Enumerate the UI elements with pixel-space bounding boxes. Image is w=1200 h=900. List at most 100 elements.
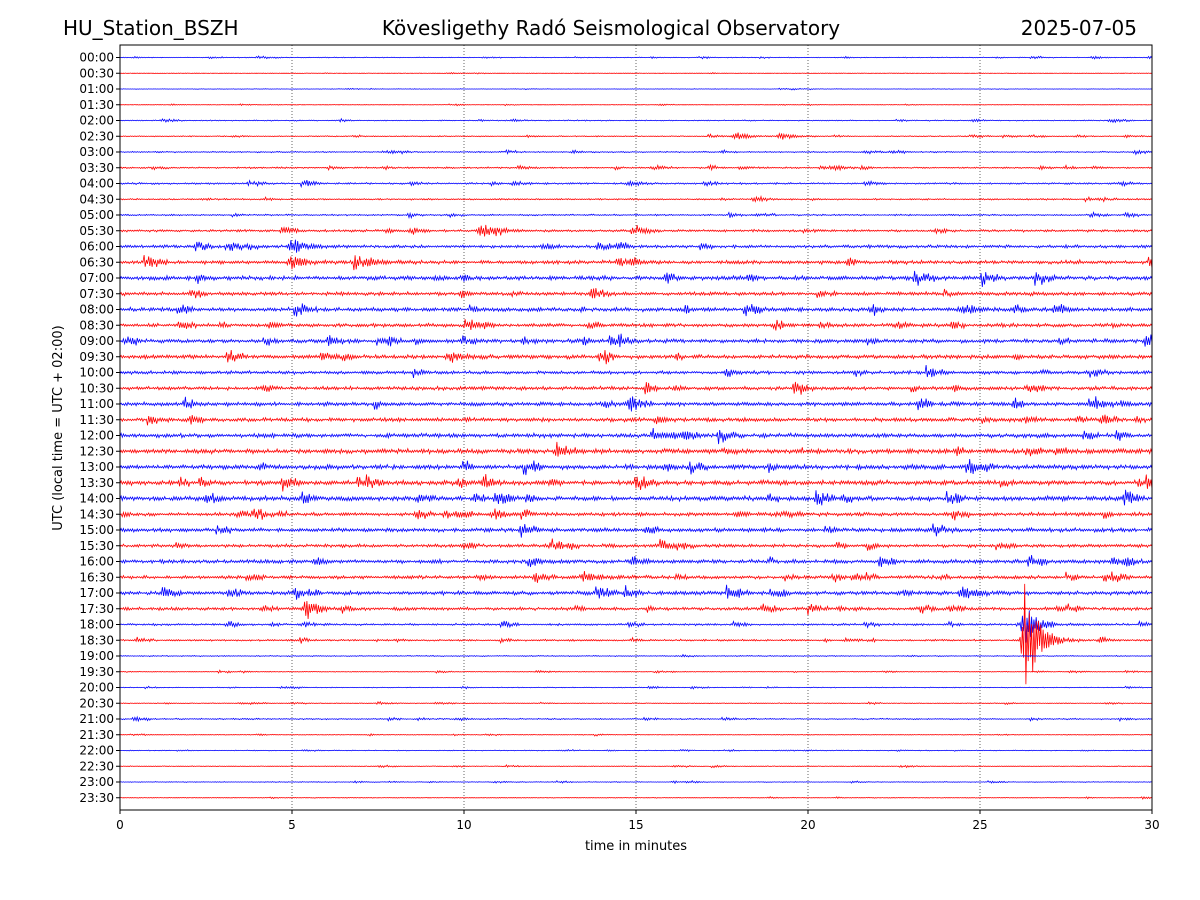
trace-0430 <box>120 195 1152 203</box>
trace-2330 <box>120 796 1152 800</box>
y-tick-label: 17:30 <box>79 602 114 616</box>
trace-0030 <box>120 72 1152 75</box>
trace-2100 <box>120 715 1152 723</box>
y-tick-label: 22:00 <box>79 744 114 758</box>
y-tick-label: 05:00 <box>79 208 114 222</box>
y-tick-label: 08:00 <box>79 303 114 317</box>
trace-2130 <box>120 733 1152 737</box>
trace-0800 <box>120 303 1152 317</box>
y-tick-label: 19:30 <box>79 665 114 679</box>
y-tick-label: 09:00 <box>79 334 114 348</box>
trace-1200 <box>120 428 1152 445</box>
y-tick-label: 03:00 <box>79 145 114 159</box>
trace-1300 <box>120 458 1152 476</box>
trace-2000 <box>120 685 1152 690</box>
y-tick-label: 01:00 <box>79 82 114 96</box>
trace-1600 <box>120 555 1152 568</box>
trace-0200 <box>120 117 1152 124</box>
y-tick-label: 07:30 <box>79 287 114 301</box>
y-tick-label: 19:00 <box>79 649 114 663</box>
x-tick-label: 15 <box>628 818 643 832</box>
station-title: HU_Station_BSZH <box>63 16 239 40</box>
trace-1800 <box>120 610 1152 643</box>
x-axis-ticks: 0 5 10 15 20 25 30 <box>116 810 1160 832</box>
y-tick-label: 06:30 <box>79 255 114 269</box>
trace-0300 <box>120 148 1152 156</box>
trace-1930 <box>120 669 1152 674</box>
y-tick-label: 21:00 <box>79 712 114 726</box>
y-tick-label: 14:00 <box>79 492 114 506</box>
plot-frame <box>119 44 1153 811</box>
y-tick-label: 12:00 <box>79 429 114 443</box>
trace-1000 <box>120 364 1152 378</box>
trace-0100 <box>120 87 1152 91</box>
y-tick-label: 18:00 <box>79 618 114 632</box>
trace-1500 <box>120 523 1152 538</box>
trace-0530 <box>120 224 1152 237</box>
y-tick-label: 02:30 <box>79 129 114 143</box>
trace-0000 <box>120 55 1152 60</box>
trace-0630 <box>120 254 1152 271</box>
trace-0500 <box>120 211 1152 220</box>
y-tick-label: 11:30 <box>79 413 114 427</box>
y-tick-label: 16:00 <box>79 555 114 569</box>
y-tick-label: 00:00 <box>79 51 114 65</box>
y-tick-label: 10:30 <box>79 381 114 395</box>
x-tick-label: 25 <box>972 818 987 832</box>
y-axis-label: UTC (local time = UTC + 02:00) <box>51 325 66 530</box>
y-tick-label: 06:00 <box>79 240 114 254</box>
trace-1730 <box>120 600 1152 620</box>
y-tick-label: 05:30 <box>79 224 114 238</box>
trace-1830 <box>120 583 1152 685</box>
trace-1400 <box>120 489 1152 506</box>
y-tick-label: 15:00 <box>79 523 114 537</box>
trace-0730 <box>120 287 1152 299</box>
y-tick-label: 13:30 <box>79 476 114 490</box>
x-tick-label: 5 <box>288 818 296 832</box>
y-tick-label: 23:30 <box>79 791 114 805</box>
trace-0400 <box>120 179 1152 189</box>
trace-2200 <box>120 748 1152 753</box>
y-tick-label: 17:00 <box>79 586 114 600</box>
trace-0600 <box>120 239 1152 253</box>
x-tick-label: 30 <box>1144 818 1159 832</box>
trace-0330 <box>120 163 1152 172</box>
y-tick-label: 02:00 <box>79 114 114 128</box>
trace-1230 <box>120 441 1152 457</box>
y-tick-label: 16:30 <box>79 570 114 584</box>
trace-0900 <box>120 333 1152 348</box>
trace-0830 <box>120 319 1152 331</box>
y-tick-label: 07:00 <box>79 271 114 285</box>
trace-2230 <box>120 764 1152 769</box>
trace-1330 <box>120 473 1152 492</box>
y-tick-label: 20:30 <box>79 696 114 710</box>
y-tick-label: 03:30 <box>79 161 114 175</box>
trace-1100 <box>120 396 1152 412</box>
y-tick-label: 14:30 <box>79 507 114 521</box>
y-tick-label: 11:00 <box>79 397 114 411</box>
trace-1430 <box>120 508 1152 521</box>
trace-2300 <box>120 779 1152 785</box>
y-tick-label: 00:30 <box>79 66 114 80</box>
y-tick-label: 08:30 <box>79 318 114 332</box>
trace-0130 <box>120 103 1152 107</box>
trace-1130 <box>120 414 1152 426</box>
y-tick-label: 22:30 <box>79 759 114 773</box>
y-tick-label: 10:00 <box>79 366 114 380</box>
y-tick-label: 04:00 <box>79 177 114 191</box>
date-title: 2025-07-05 <box>1021 16 1137 40</box>
trace-0700 <box>120 270 1152 288</box>
y-tick-label: 20:00 <box>79 681 114 695</box>
x-tick-label: 0 <box>116 818 124 832</box>
x-tick-label: 20 <box>800 818 815 832</box>
x-tick-label: 10 <box>456 818 471 832</box>
y-tick-label: 09:30 <box>79 350 114 364</box>
x-axis-label: time in minutes <box>585 839 687 854</box>
y-tick-label: 13:00 <box>79 460 114 474</box>
y-tick-label: 01:30 <box>79 98 114 112</box>
y-tick-label: 15:30 <box>79 539 114 553</box>
trace-0230 <box>120 132 1152 141</box>
y-tick-label: 21:30 <box>79 728 114 742</box>
trace-1530 <box>120 538 1152 551</box>
y-tick-label: 18:30 <box>79 633 114 647</box>
